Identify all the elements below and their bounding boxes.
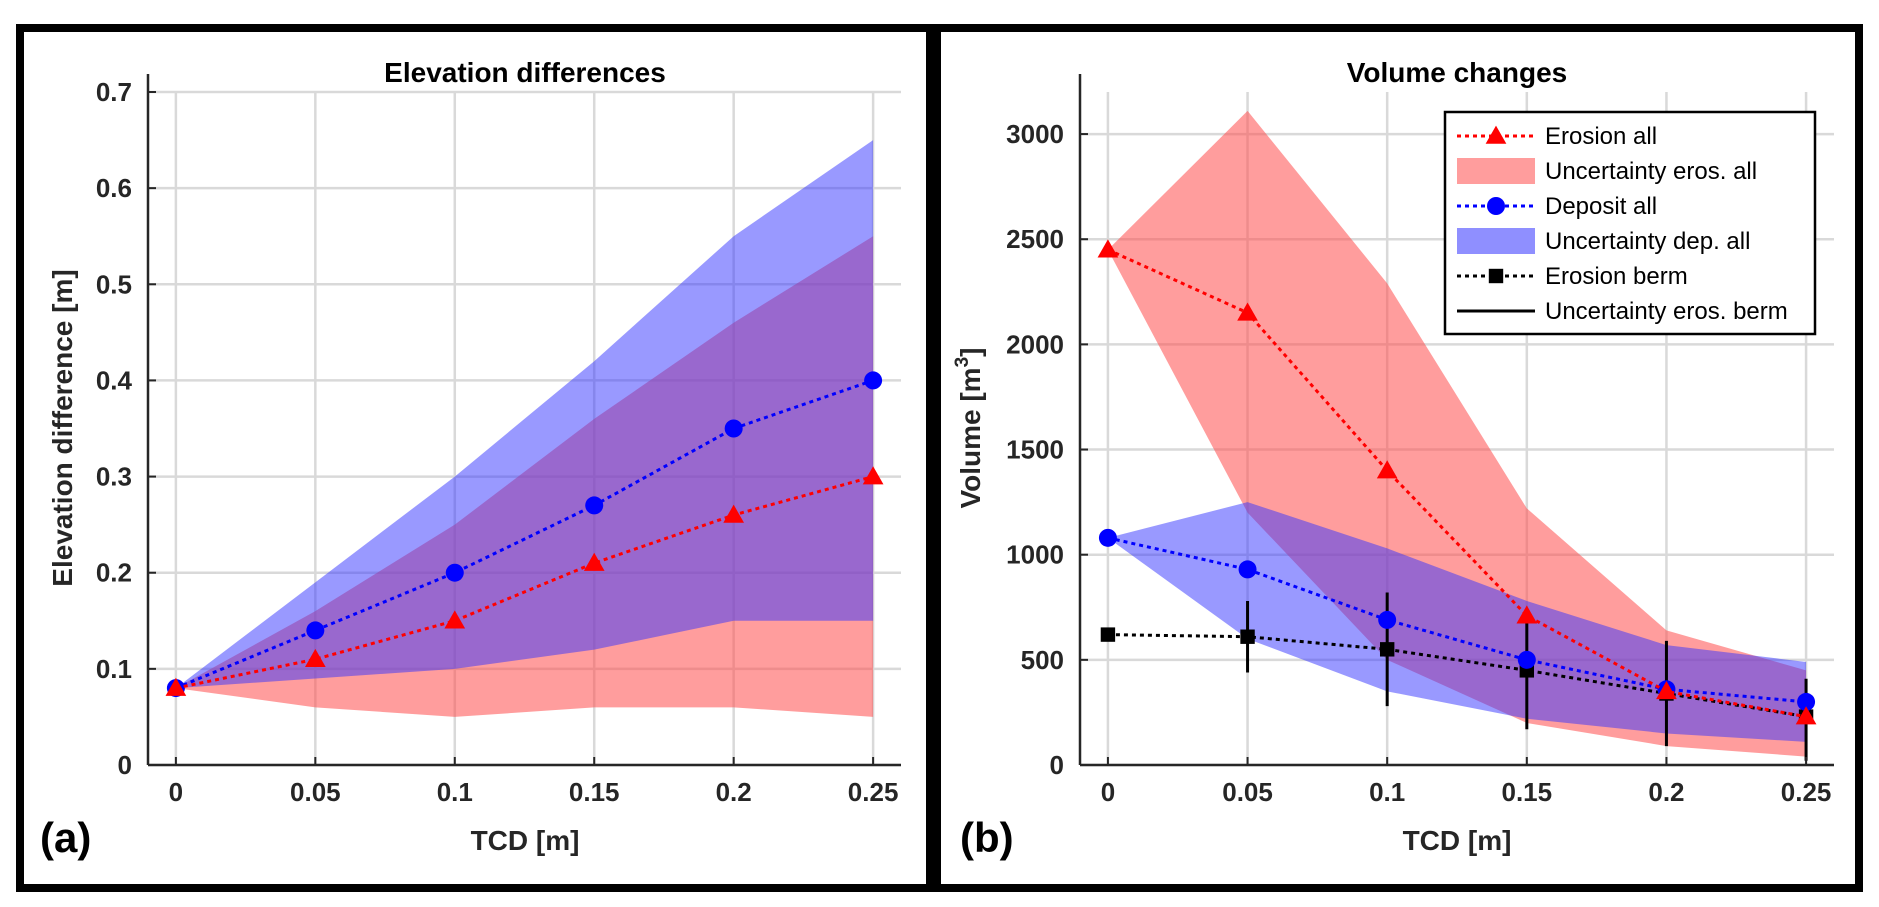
data-point [1237,302,1258,321]
legend-marker [1485,125,1507,144]
panel-a-label: (a) [40,814,91,861]
data-point [444,610,466,629]
data-point [304,648,326,668]
y-tick-label: 0.6 [96,173,132,203]
panel-a-ylabel: Elevation difference [m] [47,269,78,586]
data-point [1100,627,1116,642]
y-tick-label: 1500 [1006,435,1064,465]
y-tick-label: 2500 [1006,224,1064,254]
legend-entry: Uncertainty dep. all [1457,228,1750,255]
series-line-0 [1107,248,1807,719]
x-tick-label: 0.1 [1369,777,1405,807]
legend-entry: Erosion berm [1457,263,1688,290]
y-tick-label: 0.4 [96,365,133,395]
data-point [723,504,745,523]
panel-a-bands [175,140,874,717]
uncertainty-band-1 [175,140,874,689]
panel-b: 0 0.05 0.1 0.15 0.2 0.25 0 500 1000 1500 2000 2500 3… [933,24,1863,892]
legend-marker [1488,268,1504,284]
legend-entry: Deposit all [1457,193,1657,220]
panel-b-xlabel: TCD [m] [1403,825,1512,856]
x-tick-label: 0.05 [1222,777,1273,807]
y-tick-label: 0.5 [96,269,132,299]
x-tick-label: 0.15 [569,777,620,807]
legend-swatch [1457,228,1535,254]
data-point [165,677,187,696]
data-point [1516,605,1538,624]
legend-box [1443,110,1817,336]
data-point [1098,528,1117,547]
legend-marker [1487,197,1505,215]
panel-b-bands [1107,110,1807,757]
y-tick-label: 0.7 [96,77,132,107]
x-tick-label: 0.25 [1781,777,1832,807]
panel-b-ylabel-end: ] [955,348,986,357]
data-point [1797,692,1816,711]
y-tick-label: 1000 [1006,540,1064,570]
panel-b-label: (b) [960,814,1014,861]
uncertainty-band-0 [1107,110,1807,757]
data-point [724,419,743,438]
data-point [864,371,883,390]
legend-label: Uncertainty dep. all [1545,228,1750,255]
data-point [1795,706,1817,725]
panel-b-ylabel-sup: 3 [952,357,973,368]
legend-label: Erosion all [1545,123,1657,150]
x-tick-label: 0 [1101,777,1115,807]
data-point [306,621,325,640]
x-tick-label: 0.25 [848,777,899,807]
panel-b-axes: 0 0.05 0.1 0.15 0.2 0.25 0 500 1000 1500 2000 2500 3… [1006,74,1834,807]
panel-b-title: Volume changes [1347,57,1567,88]
panel-a-axes: 0 0.05 0.1 0.15 0.2 0.25 0 0.1 0.2 0.3 0.4 0.5 0.6 0.… [96,74,901,807]
data-point [1097,239,1119,258]
y-tick-label: 0 [118,750,132,780]
x-tick-label: 0.15 [1502,777,1553,807]
series-line-1 [1107,536,1807,704]
panel-b-ylabel: Volume [m3] [952,348,986,509]
legend-label: Uncertainty eros. all [1545,158,1757,185]
legend-swatch [1457,158,1535,184]
x-tick-label: 0.05 [290,777,341,807]
series-line-0 [175,475,874,690]
y-tick-label: 0.2 [96,558,132,588]
x-tick-label: 0 [169,777,183,807]
data-point [862,466,884,485]
panel-b-ylabel-main: Volume [m [955,367,986,508]
panel-a-xlabel: TCD [m] [471,825,580,856]
panel-a-title: Elevation differences [384,57,666,88]
y-tick-label: 2000 [1006,329,1064,359]
panel-b-series [1097,239,1817,761]
data-point [1238,560,1257,579]
panel-a: 0 0.05 0.1 0.15 0.2 0.25 0 0.1 0.2 0.3 0.4 0.5 0.6 0.… [16,24,934,892]
uncertainty-band-1 [1107,502,1807,742]
legend-entry: Uncertainty eros. all [1457,158,1757,185]
x-tick-label: 0.1 [437,777,473,807]
legend-label: Deposit all [1545,193,1657,220]
data-point [445,563,464,582]
y-tick-label: 3000 [1006,119,1064,149]
panel-a-series [165,371,884,698]
panel-b-legend: Erosion all Uncertainty eros. all Deposit … [1443,110,1817,336]
y-tick-label: 0 [1050,750,1064,780]
data-point [1656,681,1677,700]
legend-entry: Erosion all [1457,123,1657,150]
data-point [1517,650,1536,669]
y-tick-label: 0.1 [96,654,132,684]
data-point [1240,629,1255,644]
series-line-1 [175,379,874,690]
y-tick-label: 500 [1021,645,1064,675]
data-point [585,496,604,515]
legend-label: Erosion berm [1545,263,1688,290]
data-point [1376,460,1398,479]
x-tick-label: 0.2 [716,777,752,807]
series-line-2 [1107,633,1807,719]
y-tick-label: 0.3 [96,462,132,492]
data-point [1378,610,1397,629]
data-point [583,552,605,571]
x-tick-label: 0.2 [1648,777,1684,807]
legend-entry: Uncertainty eros. berm [1457,298,1788,325]
legend-label: Uncertainty eros. berm [1545,298,1788,325]
data-point [1379,642,1395,657]
